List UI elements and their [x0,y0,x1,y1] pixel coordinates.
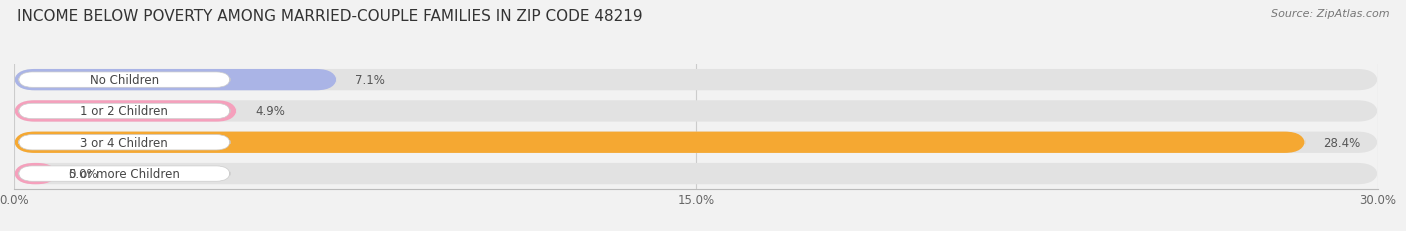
FancyBboxPatch shape [18,135,231,150]
Text: 7.1%: 7.1% [354,74,385,87]
Text: INCOME BELOW POVERTY AMONG MARRIED-COUPLE FAMILIES IN ZIP CODE 48219: INCOME BELOW POVERTY AMONG MARRIED-COUPL… [17,9,643,24]
FancyBboxPatch shape [14,101,1378,122]
Text: 0.0%: 0.0% [67,167,98,180]
FancyBboxPatch shape [14,70,1378,91]
Text: 5 or more Children: 5 or more Children [69,167,180,180]
FancyBboxPatch shape [18,73,231,88]
FancyBboxPatch shape [18,104,231,119]
FancyBboxPatch shape [14,132,1305,153]
Text: No Children: No Children [90,74,159,87]
FancyBboxPatch shape [14,163,58,184]
FancyBboxPatch shape [14,70,337,91]
Text: 3 or 4 Children: 3 or 4 Children [80,136,169,149]
FancyBboxPatch shape [14,163,1378,184]
Text: Source: ZipAtlas.com: Source: ZipAtlas.com [1271,9,1389,19]
FancyBboxPatch shape [14,101,236,122]
Text: 1 or 2 Children: 1 or 2 Children [80,105,169,118]
Text: 4.9%: 4.9% [254,105,285,118]
Text: 28.4%: 28.4% [1323,136,1361,149]
FancyBboxPatch shape [18,166,231,182]
FancyBboxPatch shape [14,132,1378,153]
